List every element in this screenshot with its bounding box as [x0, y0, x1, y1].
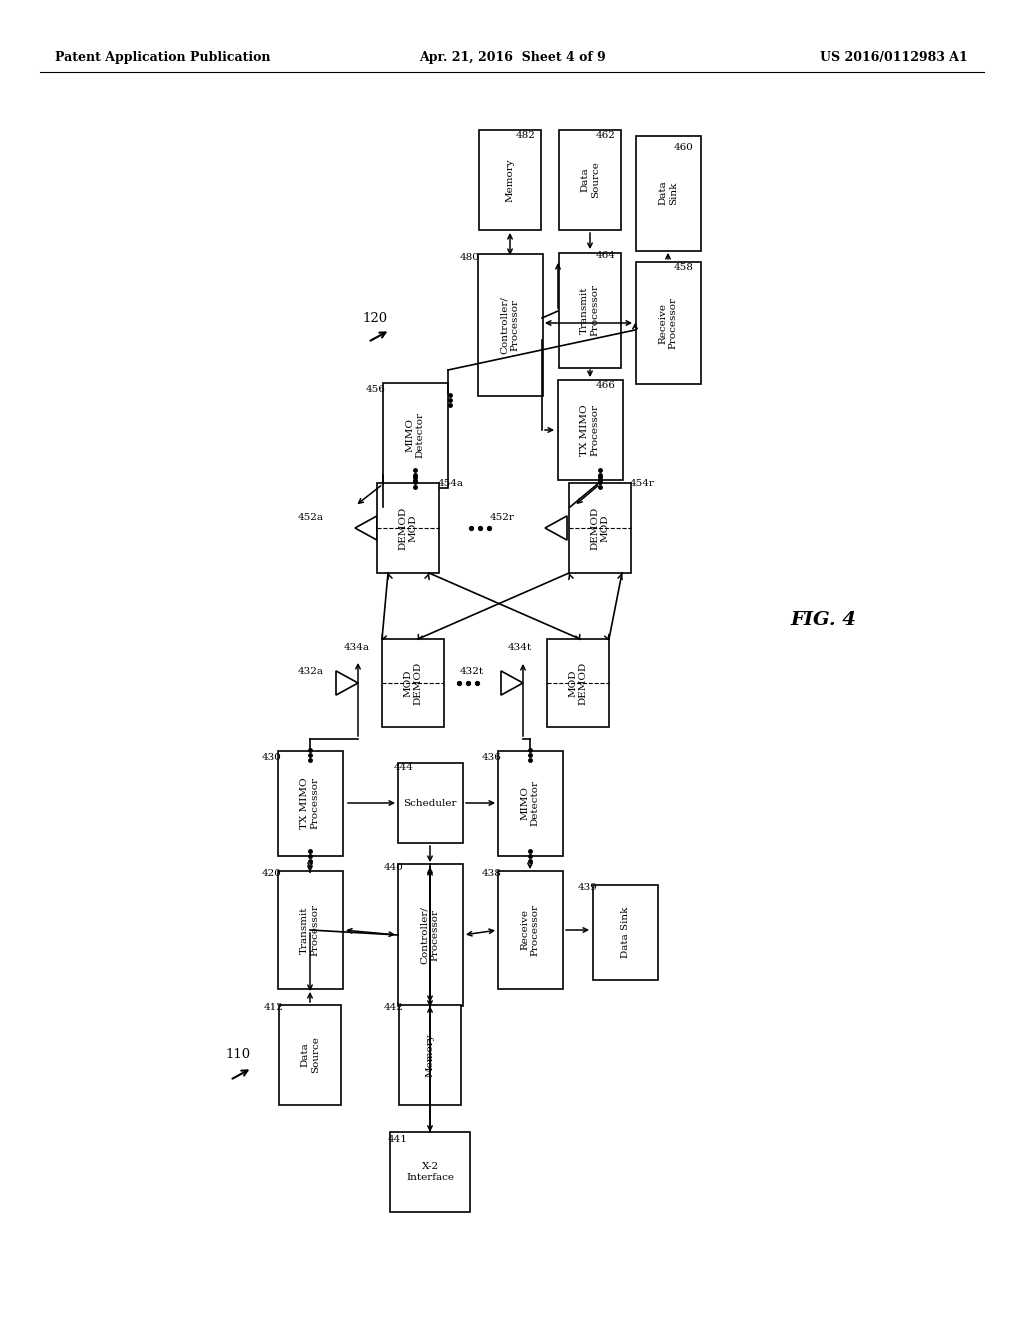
Bar — [377, 483, 439, 573]
Text: Controller/
Processor: Controller/ Processor — [501, 296, 520, 354]
Bar — [636, 261, 700, 384]
Text: MIMO
Detector: MIMO Detector — [406, 412, 425, 458]
Bar — [278, 871, 342, 989]
Text: Transmit
Processor: Transmit Processor — [300, 904, 319, 956]
Bar — [557, 380, 623, 480]
Text: Data
Sink: Data Sink — [658, 181, 678, 206]
Text: US 2016/0112983 A1: US 2016/0112983 A1 — [820, 51, 968, 65]
Bar — [569, 483, 631, 573]
Text: 432t: 432t — [460, 668, 484, 676]
Bar — [636, 136, 700, 251]
Bar — [477, 253, 543, 396]
Polygon shape — [355, 516, 377, 540]
Bar — [278, 751, 342, 855]
Text: 482: 482 — [516, 131, 536, 140]
Text: 120: 120 — [362, 312, 387, 325]
Text: X-2
Interface: X-2 Interface — [406, 1163, 454, 1181]
Bar — [399, 1005, 461, 1105]
Polygon shape — [501, 671, 523, 696]
Text: MOD
DEMOD: MOD DEMOD — [403, 661, 423, 705]
Text: 110: 110 — [225, 1048, 250, 1061]
Bar — [397, 763, 463, 843]
Bar — [382, 639, 444, 727]
Bar — [383, 383, 447, 487]
Text: 420: 420 — [262, 870, 282, 879]
Bar — [547, 639, 609, 727]
Text: 462: 462 — [596, 131, 615, 140]
Text: Data Sink: Data Sink — [621, 907, 630, 958]
Text: 432a: 432a — [298, 668, 324, 676]
Bar — [498, 751, 562, 855]
Text: Memory: Memory — [426, 1034, 434, 1077]
Text: DEMOD
MOD: DEMOD MOD — [590, 507, 609, 549]
Text: DEMOD
MOD: DEMOD MOD — [398, 507, 418, 549]
Text: Apr. 21, 2016  Sheet 4 of 9: Apr. 21, 2016 Sheet 4 of 9 — [419, 51, 605, 65]
Text: Transmit
Processor: Transmit Processor — [581, 284, 600, 337]
Text: 464: 464 — [596, 251, 615, 260]
Text: MOD
DEMOD: MOD DEMOD — [568, 661, 588, 705]
Text: 434t: 434t — [508, 643, 532, 652]
Text: Receive
Processor: Receive Processor — [658, 297, 678, 348]
Bar — [390, 1133, 470, 1212]
Text: 412: 412 — [264, 1003, 284, 1012]
Text: Patent Application Publication: Patent Application Publication — [55, 51, 270, 65]
Text: 439: 439 — [578, 883, 598, 892]
Text: 430: 430 — [262, 754, 282, 763]
Polygon shape — [545, 516, 567, 540]
Text: 480: 480 — [460, 253, 480, 263]
Text: Data
Source: Data Source — [581, 161, 600, 198]
Text: Data
Source: Data Source — [300, 1036, 319, 1073]
Text: 454r: 454r — [630, 479, 655, 488]
Text: 456: 456 — [366, 385, 386, 395]
Bar — [279, 1005, 341, 1105]
Text: TX MIMO
Processor: TX MIMO Processor — [581, 404, 600, 455]
Text: Controller/
Processor: Controller/ Processor — [420, 906, 439, 964]
Text: 466: 466 — [596, 380, 615, 389]
Bar — [498, 871, 562, 989]
Text: 438: 438 — [482, 870, 502, 879]
Polygon shape — [336, 671, 358, 696]
Text: FIG. 4: FIG. 4 — [790, 611, 856, 630]
Text: TX MIMO
Processor: TX MIMO Processor — [300, 777, 319, 829]
Text: 440: 440 — [384, 863, 403, 873]
Bar — [479, 129, 541, 230]
Text: 454a: 454a — [438, 479, 464, 488]
Bar — [397, 865, 463, 1006]
Bar — [559, 129, 621, 230]
Text: 452a: 452a — [298, 513, 324, 523]
Text: Receive
Processor: Receive Processor — [520, 904, 540, 956]
Text: 441: 441 — [388, 1135, 408, 1144]
Text: Scheduler: Scheduler — [403, 799, 457, 808]
Text: 436: 436 — [482, 754, 502, 763]
Text: 442: 442 — [384, 1003, 403, 1012]
Text: 458: 458 — [674, 264, 694, 272]
Text: 460: 460 — [674, 144, 694, 153]
Text: 444: 444 — [394, 763, 414, 772]
Text: 434a: 434a — [344, 643, 370, 652]
Bar — [593, 884, 657, 979]
Text: 452r: 452r — [490, 513, 515, 523]
Bar — [559, 252, 621, 367]
Text: MIMO
Detector: MIMO Detector — [520, 780, 540, 826]
Text: Memory: Memory — [506, 158, 514, 202]
